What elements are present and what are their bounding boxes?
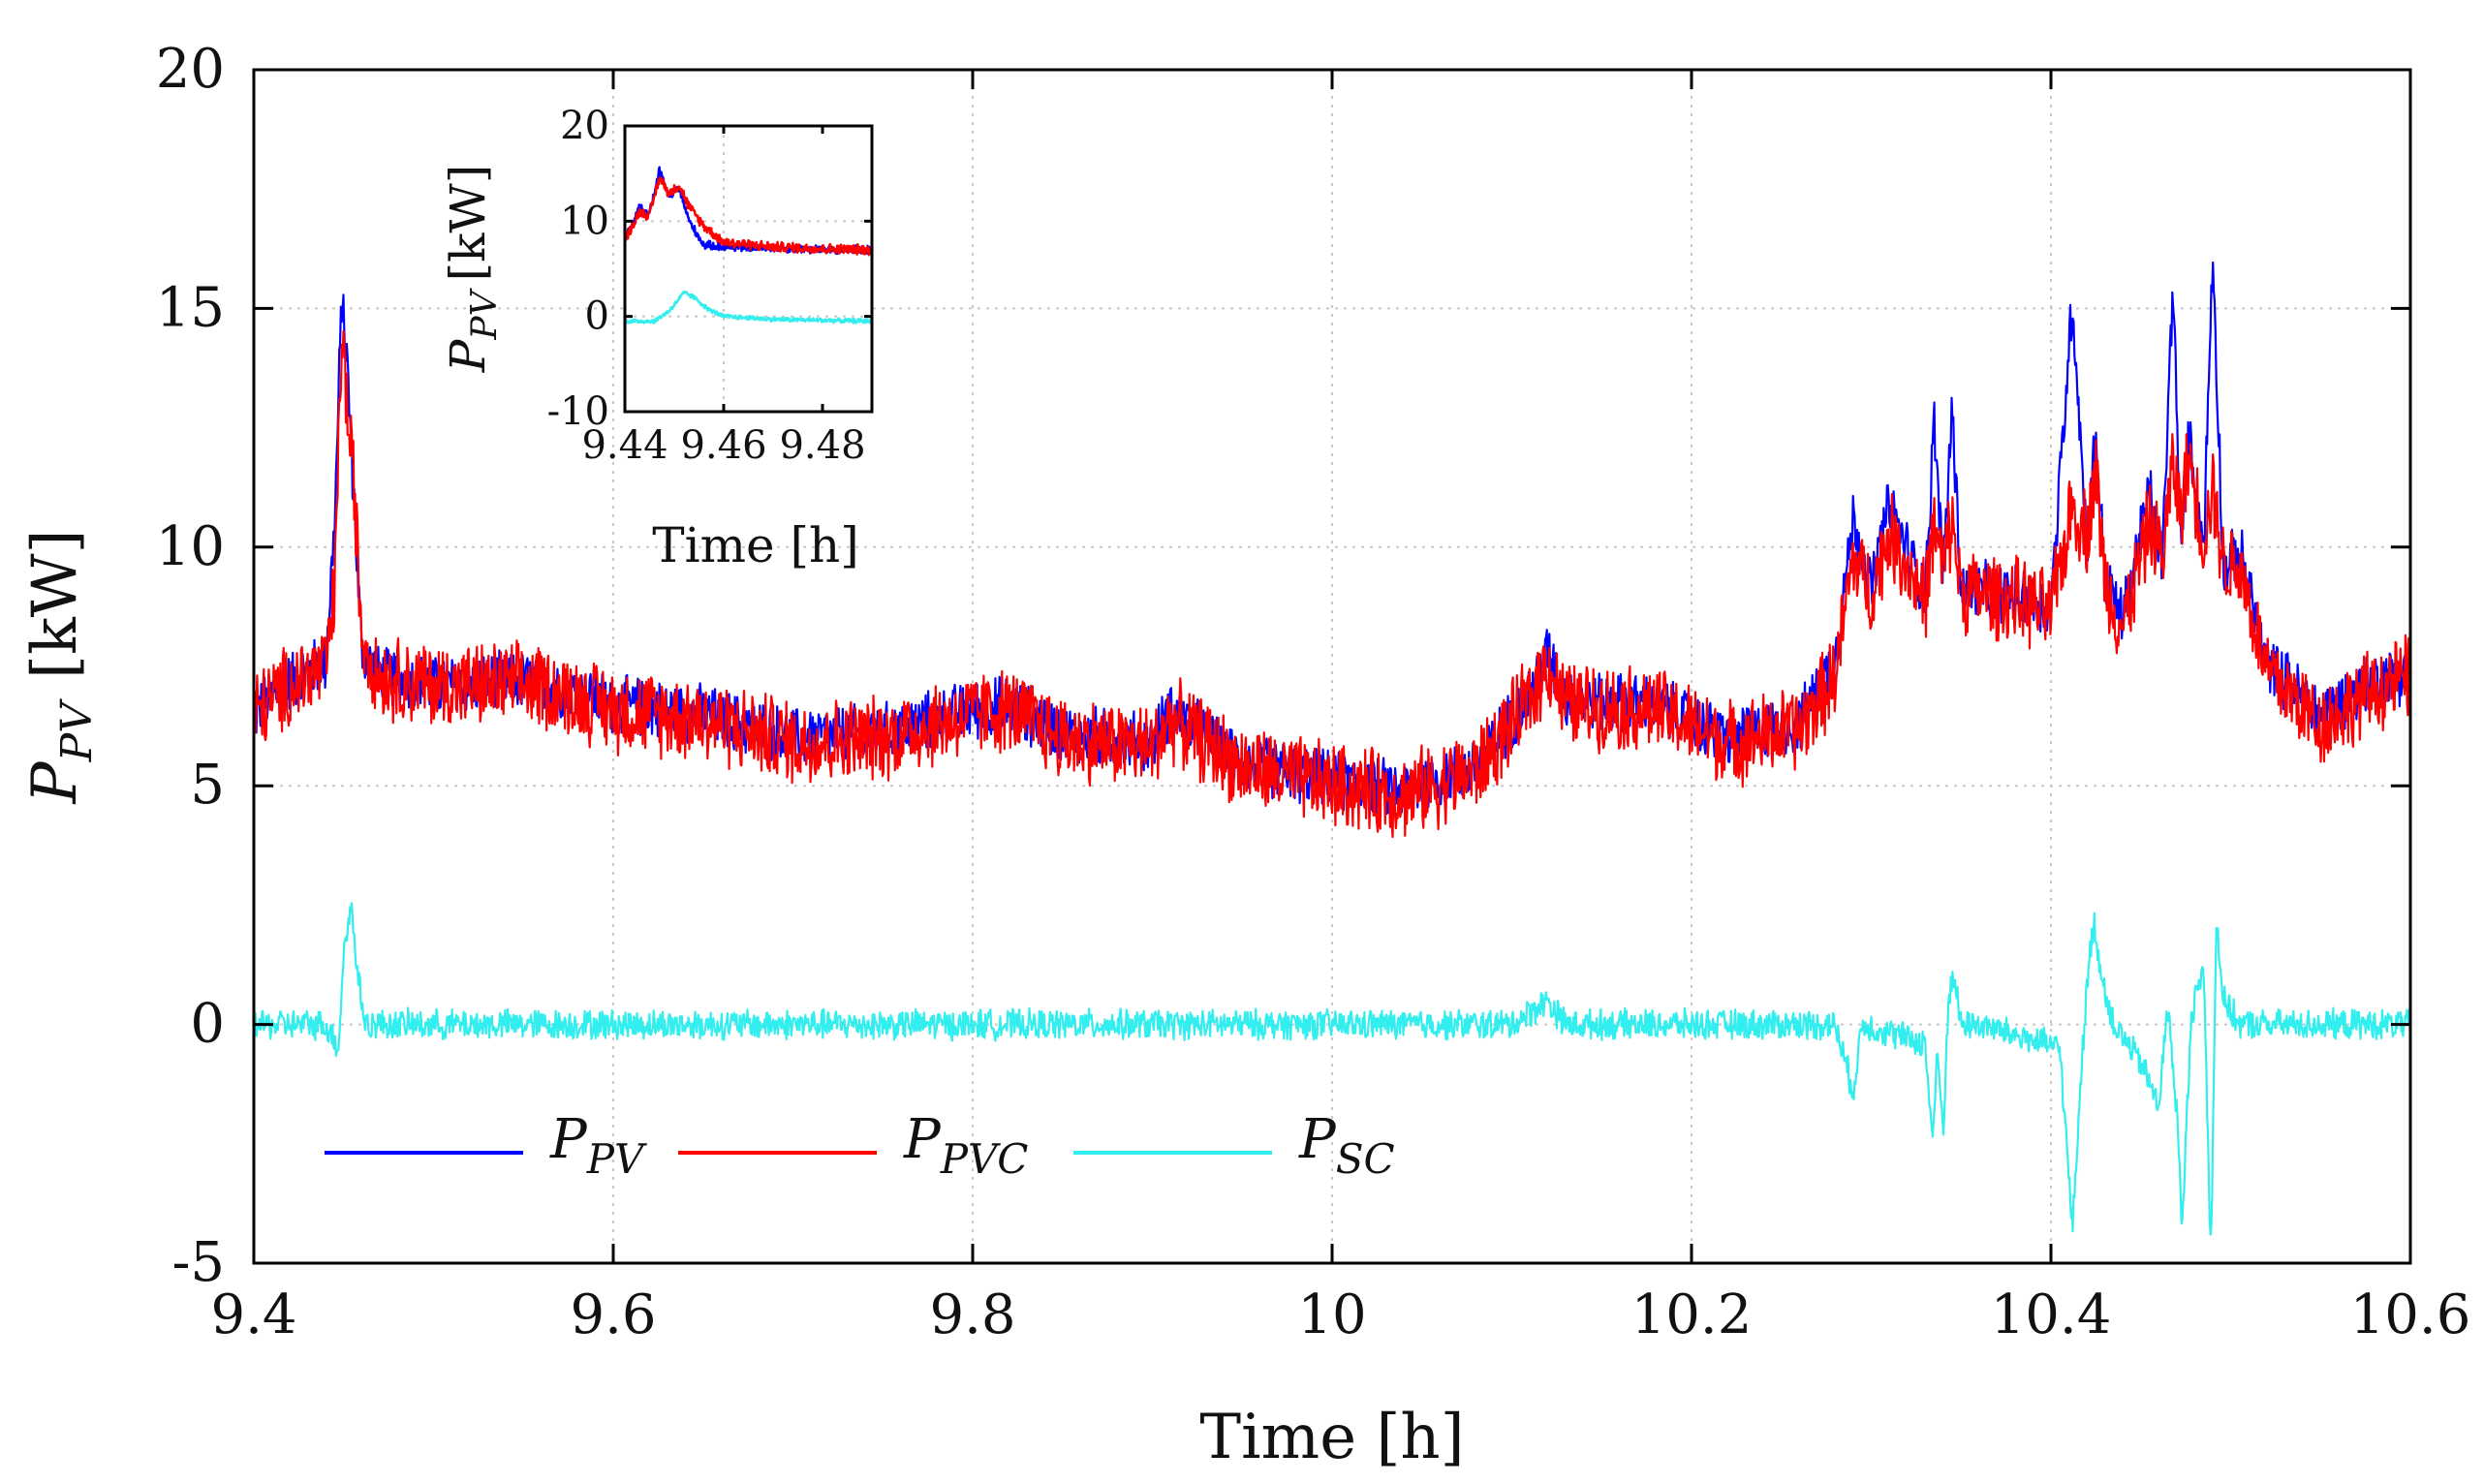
- main-plot: 9.4 9.6 9.8 10 10.2 10.4 10.6 -5 0 5 10 15 20 Time …: [19, 38, 2470, 1473]
- main-series: [252, 261, 2412, 1236]
- main-series-p-sc: [252, 902, 2412, 1236]
- main-x-tick-label: 10: [1297, 1283, 1366, 1346]
- main-y-axis-label: PPV [kW]: [19, 530, 102, 805]
- main-x-tick-label: 9.4: [210, 1283, 296, 1346]
- main-grid: [254, 70, 2410, 1263]
- main-y-tick-label: -5: [171, 1231, 225, 1294]
- inset-y-label-unit: [kW]: [440, 165, 496, 282]
- inset-y-tick-label: -10: [547, 389, 609, 434]
- main-x-tick-label: 10.2: [1631, 1283, 1753, 1346]
- inset-x-tick-labels: 9.44 9.46 9.48: [581, 423, 865, 468]
- inset-x-tick-label: 9.44: [581, 423, 668, 468]
- main-y-label-symbol: P: [19, 760, 91, 804]
- svg-text:PPV[kW]: PPV [kW]: [19, 530, 102, 805]
- main-y-tick-label: 20: [156, 38, 225, 101]
- main-x-axis-label: Time [h]: [1199, 1402, 1464, 1473]
- inset-y-label-subscript: PV: [465, 287, 505, 340]
- inset-y-label-symbol: P: [440, 338, 496, 373]
- main-x-tick-label: 10.4: [1991, 1283, 2112, 1346]
- inset-x-tick-label: 9.48: [779, 423, 865, 468]
- main-y-tick-label: 10: [156, 515, 225, 578]
- main-x-tick-label: 9.6: [570, 1283, 656, 1346]
- inset-ticks: [623, 124, 872, 414]
- main-y-tick-labels: -5 0 5 10 15 20: [156, 38, 225, 1294]
- main-y-tick-label: 5: [190, 754, 225, 817]
- legend-label-ppv: PPV: [549, 1108, 647, 1183]
- inset-y-axis-label: PPV[kW]: [440, 165, 505, 374]
- main-x-tick-labels: 9.4 9.6 9.8 10 10.2 10.4 10.6: [210, 1283, 2470, 1346]
- inset-y-tick-label: 20: [560, 104, 609, 148]
- legend-label-ppvc: PPVC: [903, 1108, 1028, 1183]
- main-series-p-pvc: [252, 329, 2412, 839]
- main-y-label-unit: [kW]: [19, 530, 91, 680]
- inset-plot: 9.44 9.46 9.48 -10 0 10 20 Time [h] PPV[kW]: [440, 104, 874, 573]
- svg-text:PPV[kW]: PPV[kW]: [440, 165, 505, 374]
- inset-y-tick-label: 10: [560, 199, 609, 243]
- inset-series-p-pvc: [623, 176, 874, 257]
- main-y-tick-label: 0: [190, 993, 225, 1056]
- inset-x-tick-label: 9.46: [680, 423, 766, 468]
- main-x-tick-label: 9.8: [929, 1283, 1015, 1346]
- main-y-label-subscript: PV: [52, 698, 102, 763]
- main-x-tick-label: 10.6: [2350, 1283, 2471, 1346]
- inset-plot-frame: [623, 124, 874, 414]
- inset-series-p-sc: [623, 290, 874, 325]
- legend-label-psc: PSC: [1298, 1108, 1395, 1183]
- inset-y-tick-labels: -10 0 10 20: [547, 104, 609, 434]
- main-ticks: [252, 68, 2412, 1265]
- inset-series: [623, 166, 874, 325]
- inset-x-axis-label: Time [h]: [652, 517, 858, 573]
- legend: PPV PPVC PSC: [325, 1108, 1395, 1183]
- inset-plot-area: [625, 126, 872, 412]
- inset-y-tick-label: 0: [585, 294, 609, 339]
- main-y-tick-label: 15: [156, 276, 225, 339]
